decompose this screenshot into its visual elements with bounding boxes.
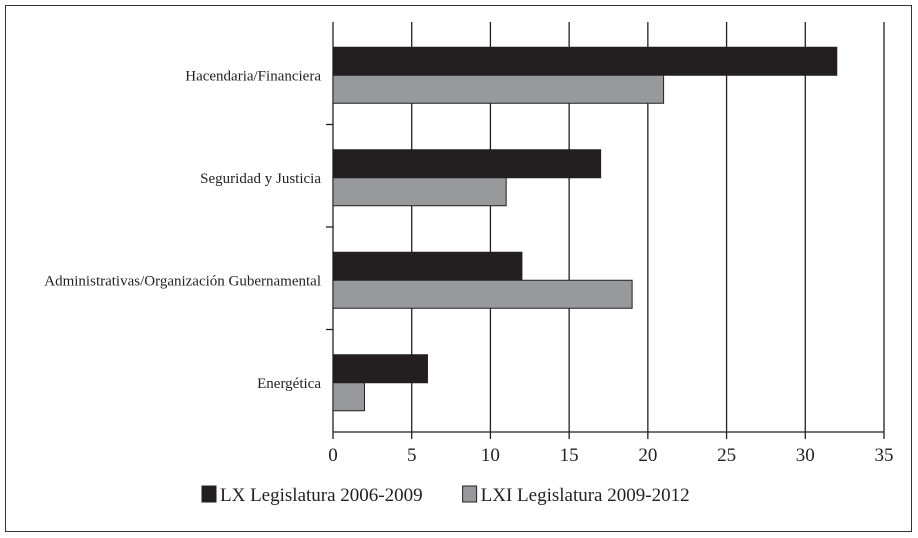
x-tick-label: 35 [875,445,894,466]
bar-lxi [332,382,365,412]
legend-label: LXI Legislatura 2009-2012 [481,485,690,506]
bar-lx [332,46,838,76]
x-tick-label: 0 [328,445,338,466]
chart-frame [5,5,912,532]
bar-lx [332,354,428,384]
bar-lxi [332,74,665,104]
bar-lxi [332,177,507,207]
legend-swatch [201,485,217,503]
category-label: Hacendaria/Financiera [185,68,321,84]
bar-lx [332,251,523,281]
bar-lx [332,149,602,179]
category-label: Seguridad y Justicia [200,171,321,187]
x-tick-label: 25 [717,445,736,466]
x-tick-label: 20 [638,445,657,466]
legend-label: LX Legislatura 2006-2009 [220,485,423,506]
legend-swatch [462,485,478,503]
category-label: Energética [257,376,321,392]
x-tick-label: 5 [407,445,417,466]
x-tick-label: 30 [796,445,815,466]
x-tick-label: 15 [560,445,579,466]
category-label: Administrativas/Organización Gubernament… [44,273,321,289]
bar-lxi [332,279,633,309]
x-tick-label: 10 [481,445,500,466]
